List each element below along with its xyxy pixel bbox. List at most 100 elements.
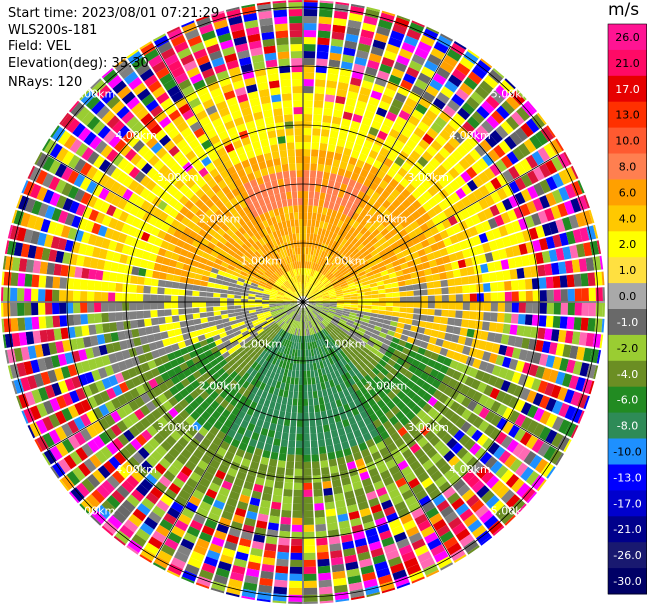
range-gate <box>444 80 458 93</box>
range-gate <box>294 377 299 385</box>
range-gate <box>435 257 444 266</box>
range-gate <box>362 250 370 258</box>
range-gate <box>461 102 475 115</box>
range-gate <box>396 400 406 411</box>
range-gate <box>490 130 503 144</box>
ray <box>308 302 604 349</box>
range-gate <box>545 315 554 328</box>
range-gate <box>587 318 596 332</box>
range-gate <box>377 205 387 214</box>
range-gate <box>345 97 357 107</box>
range-gate <box>318 572 332 581</box>
range-gate <box>420 239 430 248</box>
range-gate <box>401 432 412 443</box>
range-gate <box>258 506 270 516</box>
range-gate <box>304 307 306 315</box>
range-gate <box>381 241 390 249</box>
range-gate <box>323 328 329 336</box>
range-gate <box>386 81 399 92</box>
range-gate <box>497 292 505 302</box>
range-gate <box>80 279 89 290</box>
range-gate <box>331 209 338 218</box>
range-gate <box>371 191 381 201</box>
range-gate <box>267 429 276 438</box>
ray <box>303 308 334 604</box>
ray <box>306 306 493 546</box>
range-gate <box>381 355 390 363</box>
range-gate <box>483 312 491 321</box>
range-gate <box>368 216 377 225</box>
range-gate <box>413 127 426 139</box>
range-gate <box>504 135 517 150</box>
range-gate <box>587 272 596 286</box>
range-gate <box>429 513 443 525</box>
range-gate <box>315 516 326 525</box>
range-gate <box>45 302 53 315</box>
range-gate <box>451 522 467 536</box>
range-gate <box>315 376 320 384</box>
range-gate <box>356 254 365 262</box>
range-gate <box>421 442 433 454</box>
range-gate <box>383 506 396 517</box>
range-gate <box>329 52 342 61</box>
range-gate <box>463 539 479 553</box>
range-gate <box>289 348 293 356</box>
range-gate <box>375 409 385 419</box>
range-gate <box>484 341 494 352</box>
range-gate <box>337 427 346 437</box>
range-gate <box>342 287 350 292</box>
range-gate <box>171 281 180 289</box>
range-gate <box>356 223 364 232</box>
range-gate <box>508 195 520 208</box>
range-gate <box>585 332 595 347</box>
range-gate <box>439 60 455 74</box>
range-gate <box>258 584 273 594</box>
range-gate <box>327 286 334 291</box>
range-gate <box>361 336 369 344</box>
range-gate <box>514 162 526 176</box>
range-gate <box>443 536 458 550</box>
range-gate <box>266 472 276 481</box>
range-gate <box>596 350 602 364</box>
range-gate <box>460 208 471 220</box>
range-gate <box>348 285 357 290</box>
range-gate <box>303 254 306 261</box>
range-gate <box>374 76 388 87</box>
range-gate <box>386 512 399 523</box>
range-gate <box>353 398 362 407</box>
range-gate <box>165 323 174 331</box>
range-gate <box>382 274 390 281</box>
range-gate <box>394 92 407 103</box>
range-gate <box>480 58 493 69</box>
range-gate <box>326 285 334 290</box>
range-gate <box>101 302 109 312</box>
range-gate <box>443 386 454 397</box>
range-gate <box>460 384 471 396</box>
range-gate <box>356 215 364 224</box>
range-gate <box>576 243 586 258</box>
range-gate <box>347 90 359 100</box>
range-gate <box>305 321 308 329</box>
range-gate <box>338 205 345 214</box>
range-gate <box>567 302 575 316</box>
range-gate <box>443 237 453 247</box>
range-gate <box>328 246 334 255</box>
range-gate <box>464 217 475 228</box>
range-gate <box>494 214 505 227</box>
range-gate <box>247 561 261 571</box>
range-gate <box>326 373 333 381</box>
range-gate <box>314 326 319 333</box>
range-gate <box>426 569 440 578</box>
range-gate <box>317 314 324 320</box>
range-gate <box>397 507 410 519</box>
range-gate <box>316 234 321 243</box>
range-gate <box>558 186 570 202</box>
range-gate <box>304 601 318 604</box>
range-gate <box>335 309 344 313</box>
range-gate <box>562 344 572 358</box>
range-gate <box>505 346 515 358</box>
range-gate <box>446 48 462 62</box>
range-gate <box>325 508 336 517</box>
range-gate <box>419 222 430 233</box>
range-gate <box>288 587 302 595</box>
